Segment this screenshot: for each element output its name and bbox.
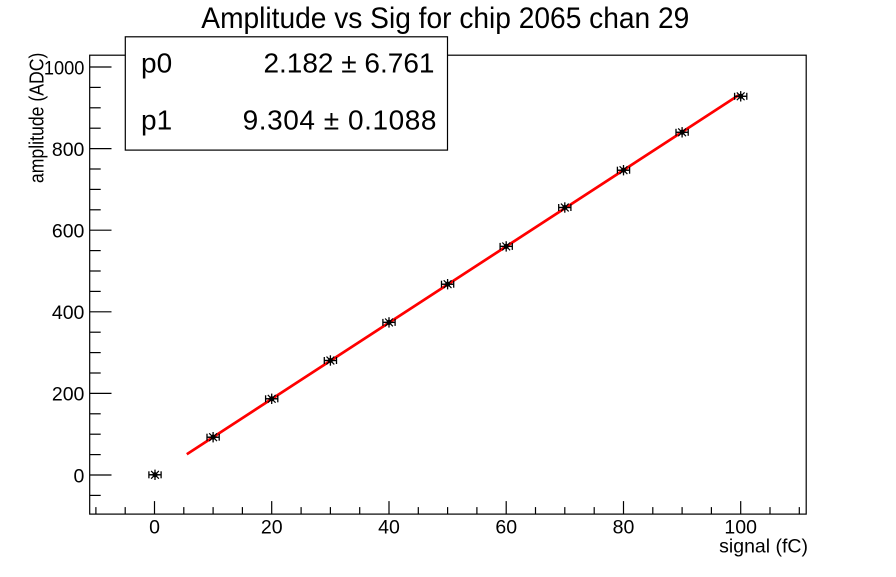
svg-text:40: 40	[378, 516, 400, 538]
svg-text:80: 80	[613, 516, 635, 538]
svg-text:800: 800	[52, 139, 85, 161]
svg-text:p1: p1	[141, 104, 172, 135]
svg-text:Amplitude vs Sig for chip 2065: Amplitude vs Sig for chip 2065 chan 29	[201, 2, 689, 35]
svg-text:amplitude (ADC): amplitude (ADC)	[27, 53, 49, 184]
svg-text:60: 60	[495, 516, 517, 538]
svg-text:9.304 ± 0.1088: 9.304 ± 0.1088	[243, 104, 437, 135]
svg-text:0: 0	[74, 465, 85, 487]
svg-text:600: 600	[52, 221, 85, 243]
svg-text:20: 20	[261, 516, 283, 538]
svg-text:400: 400	[52, 302, 85, 324]
svg-text:signal (fC): signal (fC)	[719, 536, 808, 558]
svg-text:1000: 1000	[44, 57, 85, 79]
svg-text:0: 0	[149, 516, 160, 538]
svg-text:100: 100	[724, 516, 757, 538]
svg-text:2.182 ± 6.761: 2.182 ± 6.761	[263, 48, 434, 79]
svg-text:200: 200	[52, 384, 85, 406]
svg-text:p0: p0	[141, 48, 172, 79]
